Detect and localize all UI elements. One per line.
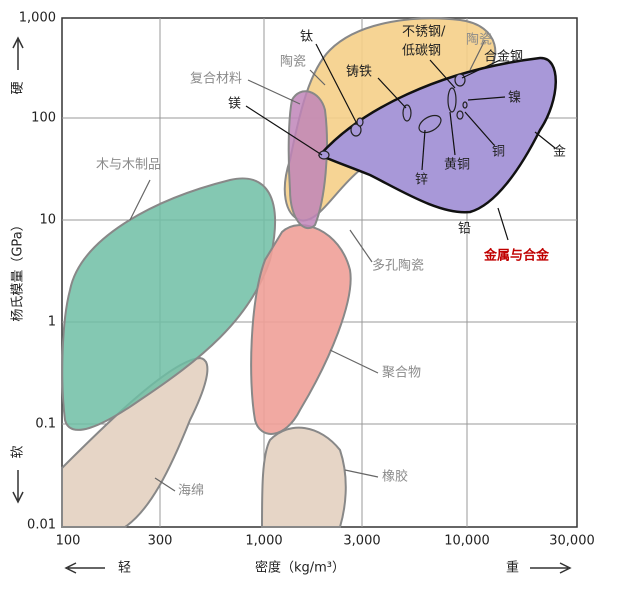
label: 多孔陶瓷 <box>372 258 424 274</box>
light-label: 轻 <box>118 561 131 576</box>
label: 锌 <box>415 173 428 188</box>
y-tick-label: 0.01 <box>27 518 56 533</box>
y-tick-label: 100 <box>31 111 56 126</box>
metal-ellipses <box>318 73 468 160</box>
y-axis-title: 杨氏模量（GPa） <box>11 218 26 321</box>
label: 铅 <box>458 222 471 237</box>
label: 陶瓷 <box>280 54 306 70</box>
label: 橡胶 <box>382 469 408 485</box>
label: 金属与合金 <box>483 248 550 264</box>
x-tick-label: 1,000 <box>245 534 282 549</box>
y-tick-label: 0.1 <box>35 417 56 432</box>
polymers-region <box>250 224 352 435</box>
label: 镁 <box>228 97 241 112</box>
leaders <box>129 39 556 492</box>
heavy-label: 重 <box>506 560 519 576</box>
label: 镍 <box>508 91 521 106</box>
composites-region <box>287 90 328 230</box>
label: 陶瓷 <box>466 32 492 48</box>
y-tick-label: 10 <box>39 213 56 228</box>
x-tick-label: 3,000 <box>343 534 380 549</box>
label: 复合材料 <box>190 72 242 87</box>
label: 铜 <box>492 145 505 160</box>
x-tick-label: 100 <box>56 534 81 549</box>
arrow-down <box>12 470 24 504</box>
label: 金 <box>553 144 566 160</box>
x-axis-title: 密度（kg/m³） <box>255 560 345 576</box>
arrow-up <box>12 36 24 70</box>
y-tick-label: 1 <box>48 315 56 330</box>
arrow-left <box>64 562 105 574</box>
x-tick-label: 10,000 <box>444 534 490 549</box>
label: 钛 <box>300 30 313 45</box>
label: 不锈钢/ <box>402 25 446 40</box>
rubber-region <box>260 426 347 528</box>
label: 合金钢 <box>484 49 523 65</box>
label: 黄铜 <box>444 158 470 173</box>
arrow-right <box>530 562 572 574</box>
label: 铸铁 <box>346 64 372 80</box>
x-tick-label: 300 <box>148 534 173 549</box>
labels: 陶瓷 陶瓷 复合材料 镁 钛 不锈钢/ 低碳钢 铸铁 合金钢 镍 铜 金 黄铜 … <box>96 25 566 499</box>
regions <box>61 17 557 528</box>
y-ticks: 1,000 100 10 1 0.1 0.01 <box>19 11 56 533</box>
y-tick-label: 1,000 <box>19 11 56 26</box>
axis-titles: 杨氏模量（GPa） 硬 软 密度（kg/m³） 轻 重 <box>11 36 572 576</box>
hard-label: 硬 <box>11 81 26 94</box>
soft-label: 软 <box>11 445 26 458</box>
label: 海绵 <box>178 484 204 499</box>
label: 低碳钢 <box>402 44 441 59</box>
x-tick-label: 30,000 <box>549 534 595 549</box>
metals-region <box>317 56 557 214</box>
wood-region <box>61 177 276 431</box>
label: 木与木制品 <box>96 158 161 173</box>
x-ticks: 100 300 1,000 3,000 10,000 30,000 <box>56 534 595 549</box>
label: 聚合物 <box>382 366 421 381</box>
